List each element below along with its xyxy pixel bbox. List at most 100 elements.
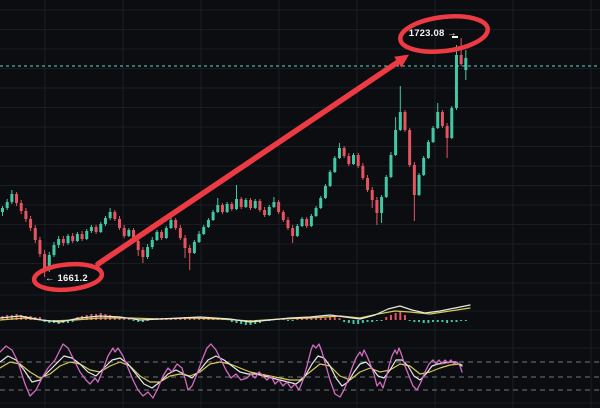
candle (445, 123, 449, 158)
candle (19, 200, 23, 214)
candle (389, 152, 393, 178)
candle (426, 140, 430, 159)
candle (38, 237, 42, 257)
candle (459, 38, 463, 66)
low-price-label: ← 1661.2 (45, 273, 88, 284)
candle (33, 225, 37, 243)
candle (319, 196, 323, 209)
candle (272, 197, 276, 208)
candle (183, 235, 187, 258)
candle (89, 225, 93, 233)
candle (61, 236, 65, 246)
candle (394, 117, 398, 156)
candle (244, 198, 248, 208)
kdj-lines (0, 343, 463, 399)
candle (29, 216, 33, 231)
candle (43, 250, 47, 277)
candle (464, 50, 468, 80)
candle (206, 218, 210, 228)
candle (403, 110, 407, 132)
candle (361, 163, 365, 180)
macd-lines (0, 304, 471, 323)
candle (314, 206, 318, 217)
candle (295, 224, 299, 237)
candle (253, 199, 257, 209)
candle (52, 242, 56, 257)
candle (178, 225, 182, 240)
candle (94, 225, 98, 234)
candle (375, 197, 379, 225)
candle (80, 231, 84, 241)
candle (352, 153, 355, 165)
candle (454, 45, 458, 110)
candle (380, 195, 384, 223)
candle (249, 198, 253, 210)
candle (291, 225, 295, 243)
candle (103, 216, 107, 226)
candle (225, 202, 229, 213)
candle (370, 187, 374, 208)
candle (258, 199, 262, 212)
candle (450, 106, 454, 139)
macd-histogram (1, 311, 467, 325)
candle (300, 217, 304, 227)
candle (136, 238, 140, 256)
candle (366, 175, 370, 192)
candle (431, 126, 435, 143)
candle (122, 225, 126, 238)
candle (328, 170, 332, 187)
annotation-layer: 1723.08 → ← 1661.2 (31, 14, 490, 293)
candle (85, 229, 89, 240)
candle (398, 86, 402, 131)
candle (440, 110, 444, 128)
candle (127, 228, 131, 237)
candlestick-series (1, 38, 468, 277)
candle (417, 173, 421, 196)
candle (267, 205, 271, 216)
candle (5, 199, 9, 210)
candle (230, 202, 234, 211)
candle (66, 234, 70, 245)
candle (15, 192, 19, 206)
high-price-label: 1723.08 → (409, 28, 457, 39)
candle (99, 222, 103, 233)
candle (75, 232, 79, 242)
candle (422, 156, 426, 176)
candle (277, 200, 281, 214)
candle (164, 226, 168, 239)
candle (211, 210, 215, 221)
candle (263, 207, 267, 217)
candle (197, 231, 201, 243)
candle (305, 217, 309, 228)
candle (188, 245, 192, 270)
candle (160, 230, 164, 240)
candle (347, 153, 351, 166)
candle (118, 216, 121, 230)
candle (356, 153, 360, 168)
candle (113, 210, 117, 221)
candle (57, 236, 61, 248)
candle (337, 143, 341, 159)
candle (150, 237, 154, 249)
candle (155, 230, 159, 241)
candle (286, 217, 290, 230)
high-ellipse-annotation (398, 14, 490, 54)
candle (146, 244, 150, 259)
candle (436, 103, 440, 129)
candle (192, 240, 196, 254)
candle (1, 206, 4, 216)
candle (333, 156, 337, 173)
candle (24, 208, 28, 222)
candle (235, 185, 238, 210)
candle (384, 175, 388, 198)
candle (239, 197, 243, 209)
candle (108, 208, 112, 220)
candle (309, 214, 313, 227)
trend-arrow (95, 54, 409, 267)
candle (220, 203, 224, 214)
candle (281, 210, 285, 222)
candle (174, 218, 178, 230)
